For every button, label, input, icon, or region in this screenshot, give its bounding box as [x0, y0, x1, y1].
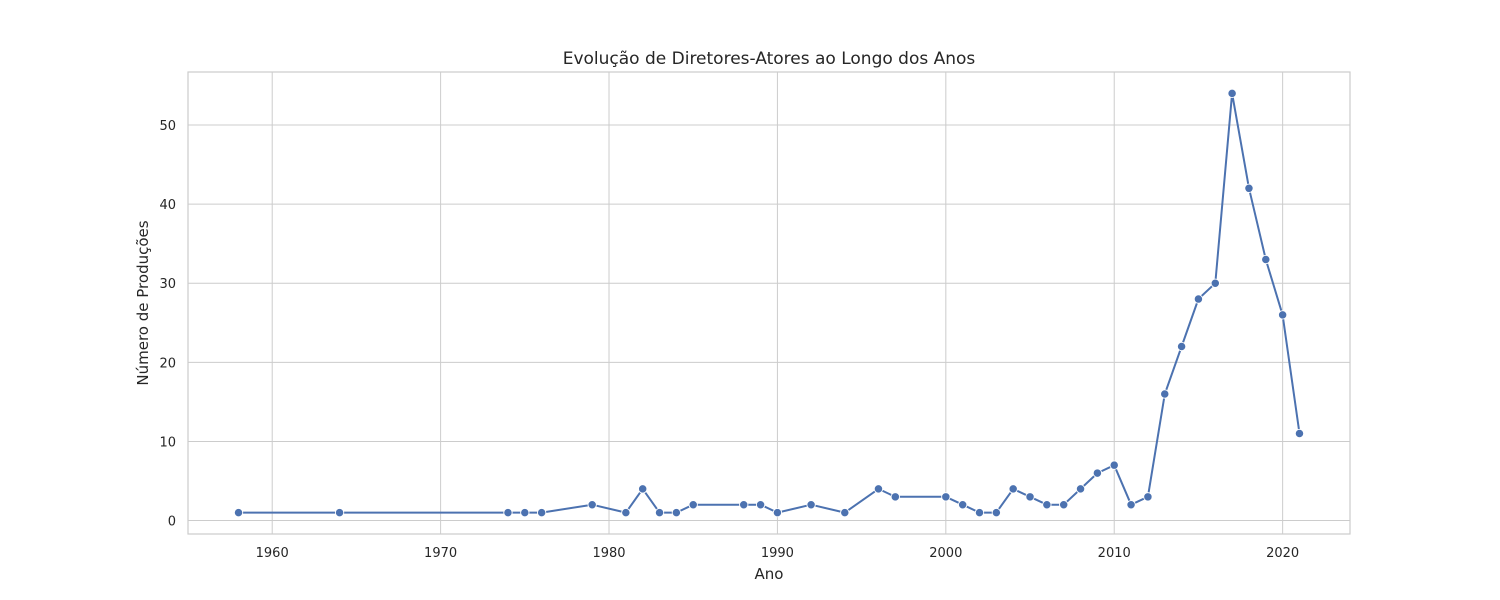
data-point [1075, 484, 1086, 494]
x-tick-label: 1990 [761, 546, 794, 561]
y-tick-label: 20 [159, 356, 176, 371]
data-point [638, 484, 648, 494]
data-point [1210, 278, 1220, 288]
data-point [587, 500, 597, 510]
x-tick-label: 1960 [256, 546, 289, 561]
y-tick-label: 40 [159, 198, 176, 213]
data-point [1042, 500, 1052, 510]
data-point [520, 507, 530, 518]
data-point [654, 507, 665, 518]
data-point [1092, 468, 1103, 478]
data-point [537, 507, 547, 518]
data-point [890, 492, 900, 502]
data-point [621, 507, 631, 518]
data-point [1277, 310, 1288, 320]
data-point [671, 507, 682, 518]
x-axis-ticks: 1960 1970 1980 1990 2000 2010 2020 [256, 546, 1300, 561]
data-point [1008, 484, 1018, 494]
data-point [503, 507, 513, 518]
data-point [739, 500, 749, 510]
data-point [1025, 492, 1035, 502]
data-point [1059, 500, 1069, 510]
data-point [1294, 428, 1305, 439]
data-point [958, 500, 968, 510]
data-point [334, 507, 345, 518]
data-point [755, 500, 766, 510]
data-point [233, 507, 244, 518]
data-point [974, 507, 985, 518]
plot-frame [187, 71, 1351, 535]
data-point [1227, 88, 1237, 99]
series-layer [233, 88, 1305, 518]
grid-lines [188, 72, 1350, 534]
data-point [840, 507, 850, 518]
x-tick-label: 2000 [929, 546, 962, 561]
x-tick-label: 1970 [424, 546, 457, 561]
y-tick-label: 10 [159, 435, 176, 450]
data-point [1193, 294, 1204, 304]
data-point [1176, 341, 1187, 352]
data-point [806, 500, 816, 510]
series-line [238, 92, 1301, 514]
data-point [941, 492, 951, 502]
data-point [991, 507, 1001, 518]
data-point [1143, 492, 1153, 502]
data-point [1160, 389, 1170, 399]
x-tick-label: 1980 [592, 546, 625, 561]
data-point [688, 500, 698, 510]
data-point [1261, 254, 1271, 265]
data-point [1126, 500, 1136, 510]
y-tick-label: 30 [159, 277, 176, 292]
y-tick-label: 50 [159, 119, 176, 134]
y-tick-label: 0 [168, 515, 176, 530]
data-point [1109, 460, 1119, 470]
x-axis-label: Ano [755, 565, 784, 583]
y-axis-label: Número de Produções [134, 220, 152, 385]
data-point [873, 484, 884, 494]
y-axis-ticks: 0 10 20 30 40 50 [159, 119, 176, 530]
data-point [1244, 183, 1254, 193]
data-point [772, 507, 783, 518]
x-tick-label: 2010 [1098, 546, 1131, 561]
chart-title: Evolução de Diretores-Atores ao Longo do… [563, 49, 976, 69]
x-tick-label: 2020 [1266, 546, 1299, 561]
